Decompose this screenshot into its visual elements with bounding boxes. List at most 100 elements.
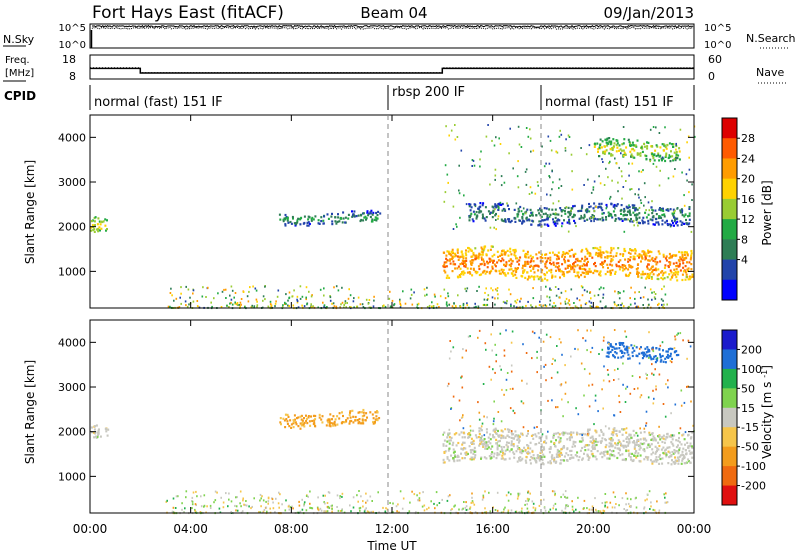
power-cell [495, 228, 497, 231]
power-cell [443, 251, 446, 254]
velocity-cell [651, 363, 653, 366]
velocity-cell [628, 357, 631, 360]
power-cell [675, 261, 678, 264]
power-cell [566, 221, 569, 224]
power-cell [373, 295, 375, 298]
velocity-cell [643, 450, 646, 453]
power-cell [458, 164, 460, 167]
power-cell [297, 217, 300, 220]
power-cell [444, 191, 447, 194]
velocity-cell [479, 442, 482, 445]
velocity-cell [535, 460, 538, 463]
power-cell [636, 221, 638, 224]
velocity-cell [570, 433, 573, 436]
power-cell [478, 211, 481, 214]
velocity-cell [468, 445, 471, 448]
power-cell [614, 207, 616, 210]
velocity-cell [647, 396, 650, 399]
power-cell [598, 175, 600, 178]
velocity-cell [490, 378, 492, 381]
velocity-cell [459, 419, 461, 422]
power-cell [634, 208, 637, 211]
power-cell [653, 296, 656, 299]
power-cell [522, 271, 525, 275]
power-cell [497, 217, 499, 220]
power-cell [504, 209, 507, 212]
velocity-cell [502, 511, 505, 514]
power-cell [651, 270, 654, 273]
velocity-cell [322, 494, 325, 497]
power-cell [560, 214, 563, 217]
velocity-cell [662, 349, 664, 352]
power-cell [456, 225, 458, 228]
velocity-cell [595, 458, 598, 461]
power-cell [681, 221, 684, 224]
velocity-cell [290, 423, 293, 426]
power-cell [344, 221, 347, 224]
power-cell [585, 264, 588, 267]
velocity-cell [535, 461, 538, 464]
power-cell [393, 303, 396, 306]
power-cell [630, 153, 633, 156]
power-cell [578, 259, 580, 263]
velocity-cell [478, 329, 481, 332]
velocity-cell [561, 453, 563, 456]
power-cell [633, 204, 636, 207]
power-cell [540, 215, 543, 218]
power-cell [683, 215, 686, 218]
power-cell [675, 222, 678, 225]
velocity-cell [577, 459, 580, 462]
velocity-y-tick-label: 3000 [58, 381, 86, 394]
power-cell [641, 273, 644, 276]
power-cell [301, 295, 304, 298]
velocity-cell [326, 505, 329, 508]
velocity-colorbar-label-main: Velocity [m s [760, 382, 774, 459]
power-cell [622, 254, 624, 257]
velocity-cell [227, 505, 229, 508]
nave-label: Nave [756, 66, 784, 79]
velocity-cell [518, 439, 521, 442]
velocity-cell [451, 508, 453, 511]
power-cell [557, 262, 560, 265]
velocity-cell [621, 453, 624, 456]
power-cell [497, 215, 500, 218]
power-cell [582, 271, 585, 275]
velocity-cell [486, 441, 489, 444]
power-cell [538, 304, 541, 307]
velocity-cell [542, 340, 545, 343]
velocity-cell [512, 387, 514, 390]
power-cell [448, 276, 451, 279]
power-cell [654, 297, 657, 300]
velocity-cell [544, 363, 547, 366]
power-cell [547, 135, 550, 138]
velocity-cell [512, 445, 515, 448]
velocity-cell [305, 509, 308, 512]
power-cell [649, 218, 652, 221]
power-cell [336, 220, 339, 223]
velocity-cell [656, 447, 659, 450]
velocity-cell [628, 434, 631, 437]
velocity-cell [668, 435, 671, 438]
power-cell [558, 268, 561, 271]
power-cell [530, 304, 532, 307]
power-cell [585, 302, 588, 305]
velocity-cell [623, 458, 626, 461]
power-cell [681, 259, 684, 262]
power-cell [638, 253, 641, 256]
velocity-cell [650, 505, 652, 508]
power-cell [201, 295, 204, 298]
power-cell [629, 188, 631, 191]
power-cell [424, 294, 426, 297]
power-cell [588, 202, 590, 206]
velocity-cell [679, 454, 682, 457]
velocity-cell [559, 384, 562, 386]
power-cell [649, 288, 652, 291]
velocity-cell [588, 372, 591, 375]
power-cell [550, 271, 553, 274]
power-cell [669, 155, 672, 158]
power-cell [220, 306, 223, 308]
velocity-cell [245, 500, 247, 502]
power-cell [515, 306, 518, 309]
power-cell [619, 253, 622, 256]
velocity-cell [683, 438, 686, 441]
